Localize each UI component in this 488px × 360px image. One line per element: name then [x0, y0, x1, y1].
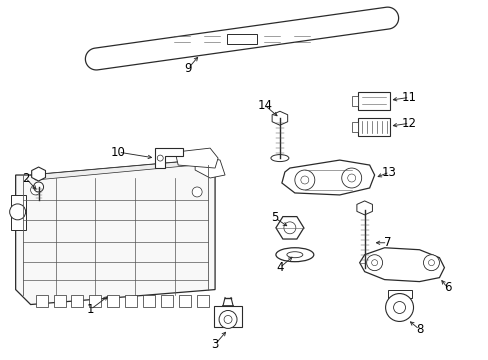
Text: 8: 8 — [415, 323, 422, 336]
Text: 4: 4 — [276, 261, 283, 274]
Polygon shape — [356, 201, 372, 215]
Polygon shape — [161, 294, 173, 306]
Text: 12: 12 — [401, 117, 416, 130]
Text: 6: 6 — [443, 281, 450, 294]
Polygon shape — [53, 294, 65, 306]
Circle shape — [393, 302, 405, 314]
Polygon shape — [125, 294, 137, 306]
Text: 3: 3 — [211, 338, 218, 351]
Polygon shape — [179, 294, 191, 306]
Text: 7: 7 — [383, 236, 390, 249]
Text: 1: 1 — [86, 303, 94, 316]
Polygon shape — [195, 155, 224, 178]
Polygon shape — [31, 160, 215, 180]
Circle shape — [300, 176, 308, 184]
Polygon shape — [107, 294, 119, 306]
Bar — [214, 306, 242, 328]
Circle shape — [427, 260, 433, 266]
Polygon shape — [351, 96, 357, 106]
Polygon shape — [271, 111, 287, 125]
Polygon shape — [143, 294, 155, 306]
Bar — [357, 92, 389, 110]
Circle shape — [192, 187, 202, 197]
Text: 14: 14 — [257, 99, 272, 112]
Text: 2: 2 — [22, 171, 29, 185]
Bar — [387, 289, 411, 298]
Circle shape — [34, 182, 43, 192]
Circle shape — [385, 293, 413, 321]
Circle shape — [157, 155, 163, 161]
Bar — [357, 118, 389, 136]
Polygon shape — [155, 148, 183, 168]
Polygon shape — [36, 294, 47, 306]
Polygon shape — [32, 167, 45, 181]
Text: 10: 10 — [111, 145, 125, 159]
Ellipse shape — [275, 248, 313, 262]
Polygon shape — [175, 148, 218, 168]
Bar — [226, 33, 256, 44]
Ellipse shape — [286, 252, 302, 258]
Polygon shape — [89, 294, 101, 306]
Circle shape — [284, 222, 295, 234]
Polygon shape — [351, 122, 357, 132]
Text: 13: 13 — [381, 166, 396, 179]
Ellipse shape — [270, 154, 288, 162]
Polygon shape — [197, 294, 209, 306]
Circle shape — [294, 170, 314, 190]
Circle shape — [366, 255, 382, 271]
Polygon shape — [275, 217, 303, 239]
Text: 5: 5 — [271, 211, 278, 224]
Circle shape — [219, 310, 237, 328]
Circle shape — [423, 255, 439, 271]
Circle shape — [341, 168, 361, 188]
Polygon shape — [16, 160, 215, 305]
Polygon shape — [85, 7, 398, 70]
Text: 11: 11 — [401, 91, 416, 104]
Circle shape — [10, 204, 25, 220]
Circle shape — [31, 185, 41, 195]
Circle shape — [371, 260, 377, 266]
Polygon shape — [11, 195, 25, 230]
Polygon shape — [281, 160, 374, 195]
Text: 9: 9 — [184, 62, 191, 75]
Polygon shape — [359, 248, 444, 282]
Circle shape — [347, 174, 355, 182]
Circle shape — [224, 315, 232, 323]
Polygon shape — [71, 294, 83, 306]
